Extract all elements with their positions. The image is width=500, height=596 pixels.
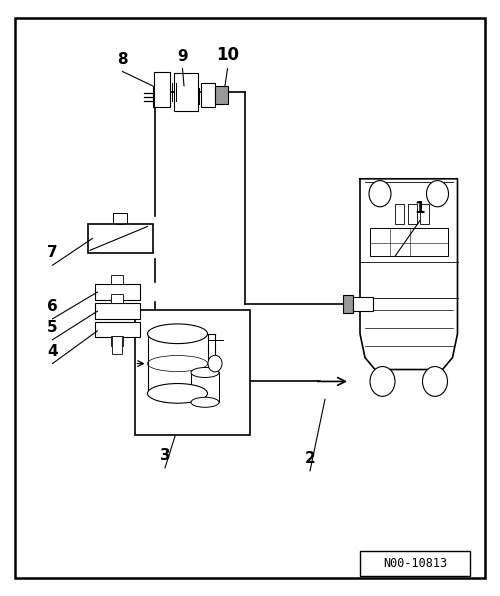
Text: 2: 2 (304, 451, 316, 466)
Circle shape (422, 367, 448, 396)
Bar (88, 224, 152, 253)
Text: N00-10813: N00-10813 (383, 557, 447, 570)
Bar (360, 551, 470, 576)
Text: 6: 6 (47, 299, 58, 314)
Text: 5: 5 (47, 320, 58, 335)
Bar (352, 297, 372, 311)
Bar (112, 336, 124, 346)
Bar (95, 284, 140, 300)
Bar (112, 336, 122, 354)
Circle shape (426, 181, 448, 207)
Bar (135, 310, 250, 435)
Polygon shape (360, 179, 458, 370)
Bar (95, 303, 140, 319)
Text: 8: 8 (117, 52, 128, 67)
Bar (342, 295, 352, 313)
Ellipse shape (148, 324, 208, 343)
Bar (112, 294, 124, 303)
Circle shape (208, 355, 222, 372)
Bar (191, 372, 219, 402)
Ellipse shape (191, 398, 219, 407)
Text: 1: 1 (415, 201, 425, 216)
Bar (154, 72, 170, 107)
Bar (112, 275, 124, 284)
Bar (114, 213, 126, 224)
Bar (201, 83, 215, 107)
Bar (370, 228, 448, 256)
Text: 10: 10 (216, 46, 239, 64)
Bar (148, 334, 208, 393)
Bar (174, 73, 198, 111)
Text: 7: 7 (47, 246, 58, 260)
Bar (408, 204, 416, 224)
Bar (395, 204, 404, 224)
Circle shape (369, 181, 391, 207)
Text: 3: 3 (160, 448, 170, 463)
Bar (215, 86, 228, 104)
Text: 4: 4 (47, 344, 58, 359)
Bar (95, 322, 140, 337)
Ellipse shape (191, 368, 219, 377)
Circle shape (370, 367, 395, 396)
Bar (420, 204, 429, 224)
Ellipse shape (148, 384, 208, 403)
Text: 9: 9 (177, 49, 188, 64)
